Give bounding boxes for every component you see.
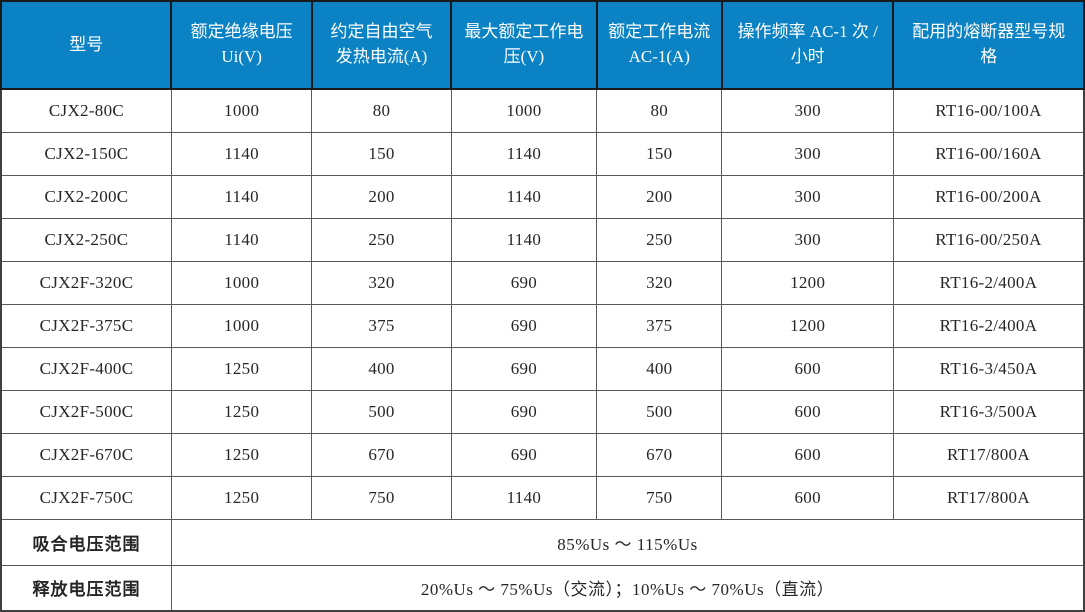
value-cell: 300	[721, 88, 894, 133]
value-cell: 1140	[450, 174, 598, 219]
value-cell: 690	[450, 432, 598, 477]
table-row: CJX2-200C 1140 200 1140 200 300 RT16-00/200A	[0, 174, 1085, 219]
value-cell: RT16-00/200A	[892, 174, 1085, 219]
value-cell: RT16-00/100A	[892, 88, 1085, 133]
value-cell: 1000	[170, 260, 313, 305]
value-cell: 300	[721, 217, 894, 262]
value-cell: 300	[721, 131, 894, 176]
value-cell: 670	[311, 432, 452, 477]
value-cell: 400	[311, 346, 452, 391]
value-cell: 80	[311, 88, 452, 133]
value-cell: 1000	[170, 88, 313, 133]
column-header: 额定绝缘电压 Ui(V)	[170, 0, 313, 90]
value-cell: 750	[311, 475, 452, 520]
value-cell: 500	[596, 389, 723, 434]
value-cell: 1140	[450, 217, 598, 262]
table-row: CJX2F-750C 1250 750 1140 750 600 RT17/800A	[0, 475, 1085, 520]
value-cell: 250	[596, 217, 723, 262]
value-cell: 750	[596, 475, 723, 520]
value-cell: RT16-2/400A	[892, 260, 1085, 305]
column-header: 配用的熔断器型号规格	[892, 0, 1085, 90]
column-header: 型号	[0, 0, 173, 90]
value-cell: RT16-3/500A	[892, 389, 1085, 434]
model-cell: CJX2F-400C	[0, 346, 172, 391]
value-cell: 690	[450, 260, 598, 305]
footer-row: 释放电压范围 20%Us ～ 75%Us（交流）；10%Us ～ 70%Us（直流…	[0, 564, 1085, 612]
model-cell: CJX2-250C	[0, 217, 172, 262]
value-cell: 1140	[170, 174, 313, 219]
value-cell: 1000	[450, 88, 598, 133]
table-row: CJX2-150C 1140 150 1140 150 300 RT16-00/160A	[0, 131, 1085, 176]
value-cell: 1200	[721, 260, 894, 305]
value-cell: 200	[311, 174, 452, 219]
value-cell: 375	[596, 303, 723, 348]
value-cell: 80	[596, 88, 723, 133]
model-cell: CJX2F-670C	[0, 432, 172, 477]
footer-value: 20%Us ～ 75%Us（交流）；10%Us ～ 70%Us（直流）	[170, 564, 1085, 612]
column-header: 最大额定工作电压(V)	[450, 0, 598, 90]
table-row: CJX2-250C 1140 250 1140 250 300 RT16-00/250A	[0, 217, 1085, 262]
value-cell: 250	[311, 217, 452, 262]
value-cell: RT16-00/160A	[892, 131, 1085, 176]
value-cell: 375	[311, 303, 452, 348]
value-cell: RT17/800A	[892, 475, 1085, 520]
value-cell: RT17/800A	[892, 432, 1085, 477]
value-cell: 670	[596, 432, 723, 477]
value-cell: RT16-2/400A	[892, 303, 1085, 348]
value-cell: 1200	[721, 303, 894, 348]
value-cell: 1250	[170, 389, 313, 434]
value-cell: RT16-3/450A	[892, 346, 1085, 391]
footer-label: 吸合电压范围	[0, 518, 172, 566]
value-cell: 1140	[450, 475, 598, 520]
model-cell: CJX2F-320C	[0, 260, 172, 305]
value-cell: 600	[721, 346, 894, 391]
value-cell: 200	[596, 174, 723, 219]
value-cell: 1140	[170, 131, 313, 176]
column-header: 额定工作电流 AC-1(A)	[595, 0, 723, 90]
value-cell: 1000	[170, 303, 313, 348]
value-cell: 600	[721, 432, 894, 477]
value-cell: 600	[721, 475, 894, 520]
value-cell: 1140	[450, 131, 598, 176]
value-cell: 690	[450, 346, 598, 391]
table-row: CJX2F-375C 1000 375 690 375 1200 RT16-2/400A	[0, 303, 1085, 348]
value-cell: 1140	[170, 217, 313, 262]
footer-label: 释放电压范围	[0, 564, 172, 612]
table-row: CJX2F-670C 1250 670 690 670 600 RT17/800A	[0, 432, 1085, 477]
table-row: CJX2F-400C 1250 400 690 400 600 RT16-3/450A	[0, 346, 1085, 391]
value-cell: 1250	[170, 475, 313, 520]
value-cell: 150	[596, 131, 723, 176]
value-cell: 500	[311, 389, 452, 434]
value-cell: 1250	[170, 432, 313, 477]
value-cell: 150	[311, 131, 452, 176]
footer-value: 85%Us ～ 115%Us	[170, 518, 1085, 566]
model-cell: CJX2-200C	[0, 174, 172, 219]
value-cell: 320	[596, 260, 723, 305]
value-cell: 300	[721, 174, 894, 219]
table-row: CJX2F-500C 1250 500 690 500 600 RT16-3/500A	[0, 389, 1085, 434]
value-cell: 1250	[170, 346, 313, 391]
table-header-row: 型号 额定绝缘电压 Ui(V) 约定自由空气发热电流(A) 最大额定工作电压(V) 额定…	[0, 0, 1085, 90]
model-cell: CJX2-80C	[0, 88, 172, 133]
value-cell: 600	[721, 389, 894, 434]
column-header: 约定自由空气发热电流(A)	[310, 0, 453, 90]
value-cell: 400	[596, 346, 723, 391]
table-row: CJX2F-320C 1000 320 690 320 1200 RT16-2/400A	[0, 260, 1085, 305]
table-row: CJX2-80C 1000 80 1000 80 300 RT16-00/100A	[0, 88, 1085, 133]
footer-row: 吸合电压范围 85%Us ～ 115%Us	[0, 518, 1085, 566]
value-cell: RT16-00/250A	[892, 217, 1085, 262]
model-cell: CJX2F-375C	[0, 303, 172, 348]
value-cell: 690	[450, 303, 598, 348]
model-cell: CJX2F-500C	[0, 389, 172, 434]
column-header: 操作频率 AC-1 次 / 小时	[720, 0, 895, 90]
value-cell: 690	[450, 389, 598, 434]
model-cell: CJX2-150C	[0, 131, 172, 176]
value-cell: 320	[311, 260, 452, 305]
model-cell: CJX2F-750C	[0, 475, 172, 520]
